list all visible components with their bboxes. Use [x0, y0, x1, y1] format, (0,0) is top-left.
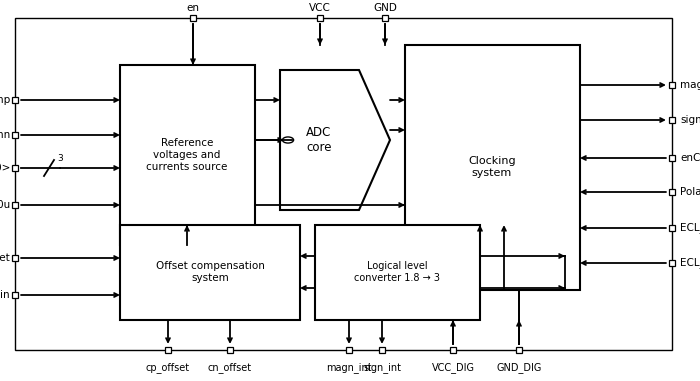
Bar [165, 347, 171, 353]
Bar [120, 225, 300, 320]
Bar [190, 15, 196, 21]
Text: sign_int: sign_int [363, 363, 401, 373]
Text: Reference
voltages and
currents source: Reference voltages and currents source [146, 138, 228, 171]
Bar [669, 82, 675, 88]
Bar [12, 255, 18, 261]
Text: sign: sign [680, 115, 700, 125]
Bar [516, 347, 522, 353]
Bar [315, 225, 480, 320]
Bar [669, 189, 675, 195]
Bar [405, 45, 580, 290]
Bar [346, 347, 352, 353]
Text: magn: magn [680, 80, 700, 90]
Bar [669, 225, 675, 231]
Text: GND_DIG: GND_DIG [496, 363, 542, 373]
Bar [379, 347, 385, 353]
Text: inp: inp [0, 95, 10, 105]
Text: gain: gain [0, 290, 10, 300]
Text: Clocking
system: Clocking system [468, 156, 516, 178]
Bar [12, 202, 18, 208]
Bar [450, 347, 456, 353]
Text: ADC
core: ADC core [307, 126, 332, 154]
Text: iref_20u: iref_20u [0, 200, 10, 210]
Text: cp_offset: cp_offset [146, 363, 190, 373]
Bar [12, 165, 18, 171]
Text: VCC: VCC [309, 3, 331, 13]
Bar [12, 132, 18, 138]
Bar [227, 347, 233, 353]
Text: lvl<2:0>: lvl<2:0> [0, 163, 10, 173]
Text: Offset compensation
system: Offset compensation system [155, 261, 265, 283]
Text: 3: 3 [57, 154, 63, 163]
Text: ECL_CLKn: ECL_CLKn [680, 258, 700, 269]
Bar [12, 97, 18, 103]
Text: GND: GND [373, 3, 397, 13]
Bar [120, 65, 255, 245]
Text: cn_offset: cn_offset [208, 363, 252, 373]
Text: ECL_CLKp: ECL_CLKp [680, 223, 700, 234]
Text: en: en [186, 3, 200, 13]
Text: PolarityClk: PolarityClk [680, 187, 700, 197]
Text: Logical level
converter 1.8 → 3: Logical level converter 1.8 → 3 [354, 261, 440, 283]
Text: VCC_DIG: VCC_DIG [431, 363, 475, 373]
Bar [669, 117, 675, 123]
Polygon shape [280, 70, 390, 210]
Text: magn_int: magn_int [326, 363, 372, 373]
Bar [669, 260, 675, 266]
Bar [12, 292, 18, 298]
Text: inn: inn [0, 130, 10, 140]
Bar [15, 18, 672, 350]
Text: en_adcOffset: en_adcOffset [0, 253, 10, 263]
Text: enClk: enClk [680, 153, 700, 163]
Bar [317, 15, 323, 21]
Bar [669, 155, 675, 161]
Bar [382, 15, 388, 21]
